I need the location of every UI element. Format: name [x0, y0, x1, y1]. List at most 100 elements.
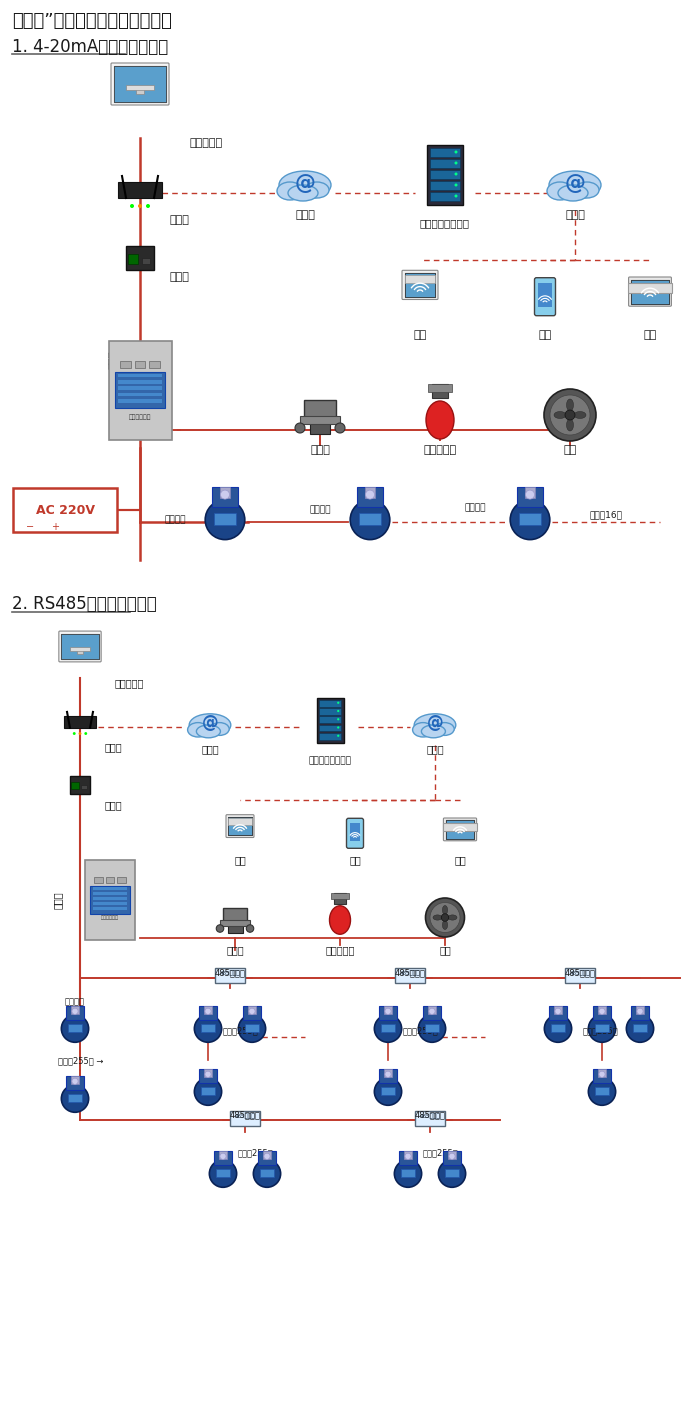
Circle shape [209, 1159, 237, 1188]
FancyBboxPatch shape [629, 277, 671, 307]
Bar [628, 283, 672, 293]
Bar [108, 340, 172, 439]
Ellipse shape [279, 172, 331, 198]
Ellipse shape [442, 906, 447, 915]
Bar [134, 362, 146, 369]
Bar [415, 1112, 444, 1126]
Bar [400, 1169, 415, 1178]
Bar [425, 1024, 440, 1033]
Circle shape [550, 395, 590, 435]
Bar [405, 273, 435, 297]
Text: 风机: 风机 [564, 445, 577, 454]
Bar [62, 633, 99, 660]
Bar [359, 512, 381, 525]
Bar [92, 902, 127, 905]
Bar [68, 1093, 83, 1102]
Bar [405, 274, 435, 283]
Bar [118, 387, 162, 390]
Text: 通讯线: 通讯线 [53, 891, 63, 909]
Text: 可连接255台: 可连接255台 [222, 1026, 258, 1036]
FancyBboxPatch shape [443, 817, 477, 841]
Bar [92, 908, 127, 910]
Bar [379, 1069, 397, 1083]
Bar [118, 393, 162, 397]
Bar [214, 512, 236, 525]
Text: 可连接255台: 可连接255台 [237, 1148, 273, 1157]
Bar [550, 1006, 567, 1020]
Circle shape [565, 409, 575, 421]
Circle shape [426, 898, 465, 937]
FancyBboxPatch shape [59, 632, 102, 661]
Bar [310, 418, 330, 433]
Bar [92, 898, 127, 900]
Circle shape [73, 732, 76, 734]
Text: 声光报警器: 声光报警器 [424, 445, 456, 454]
Ellipse shape [442, 920, 447, 930]
Text: 可连接255台: 可连接255台 [422, 1148, 458, 1157]
Text: 通讯线: 通讯线 [107, 350, 117, 370]
Circle shape [205, 1071, 211, 1078]
Circle shape [337, 726, 340, 729]
Text: 可连接255台: 可连接255台 [582, 1026, 618, 1036]
Text: 485中继器: 485中继器 [420, 1113, 440, 1119]
Circle shape [374, 1014, 402, 1043]
Bar [446, 820, 475, 839]
Bar [519, 512, 541, 525]
Bar [94, 877, 103, 882]
Ellipse shape [448, 915, 457, 920]
Ellipse shape [277, 182, 303, 200]
Bar [631, 1006, 649, 1020]
Text: 可连接255台: 可连接255台 [402, 1026, 438, 1036]
Bar [228, 922, 242, 933]
Circle shape [589, 1078, 615, 1106]
Bar [90, 885, 130, 915]
Bar [228, 817, 252, 836]
Bar [594, 1024, 610, 1033]
Bar [149, 362, 160, 369]
Text: @: @ [427, 715, 443, 733]
Circle shape [146, 204, 150, 208]
Bar [228, 817, 252, 836]
Circle shape [454, 173, 458, 176]
Bar [77, 647, 83, 654]
Circle shape [62, 1085, 89, 1113]
Ellipse shape [549, 172, 601, 198]
Bar [223, 908, 247, 923]
Circle shape [599, 1071, 605, 1078]
Bar [430, 170, 460, 179]
Bar [118, 400, 162, 402]
Bar [216, 1169, 230, 1178]
Bar [118, 380, 162, 384]
Circle shape [138, 204, 142, 208]
Text: 路由器: 路由器 [105, 741, 122, 751]
Circle shape [130, 204, 134, 208]
Bar [115, 371, 165, 408]
Bar [118, 374, 162, 377]
Circle shape [544, 388, 596, 440]
Text: 485中继器: 485中继器 [220, 971, 240, 976]
Text: 485中继器: 485中继器 [400, 971, 420, 976]
Text: 机气猫”系列带显示固定式检测仪: 机气猫”系列带显示固定式检测仪 [12, 13, 172, 30]
Bar [331, 893, 349, 899]
Ellipse shape [433, 915, 442, 920]
Bar [430, 148, 460, 158]
Bar [399, 1151, 416, 1165]
Bar [598, 1006, 606, 1014]
Bar [70, 647, 90, 651]
Bar [244, 1006, 260, 1020]
Text: −: − [26, 522, 34, 532]
Bar [128, 255, 138, 265]
Circle shape [295, 424, 305, 433]
Bar [220, 920, 250, 926]
Text: 信号输出: 信号输出 [464, 502, 486, 512]
Bar [430, 182, 460, 190]
Bar [350, 823, 360, 841]
Bar [260, 1169, 274, 1178]
Text: 报警控制主机: 报警控制主机 [129, 414, 151, 419]
Bar [199, 1006, 217, 1020]
Circle shape [430, 902, 460, 933]
Bar [405, 273, 435, 297]
Ellipse shape [197, 725, 220, 737]
Text: 485中继器: 485中继器 [395, 968, 426, 976]
Bar [424, 1006, 441, 1020]
